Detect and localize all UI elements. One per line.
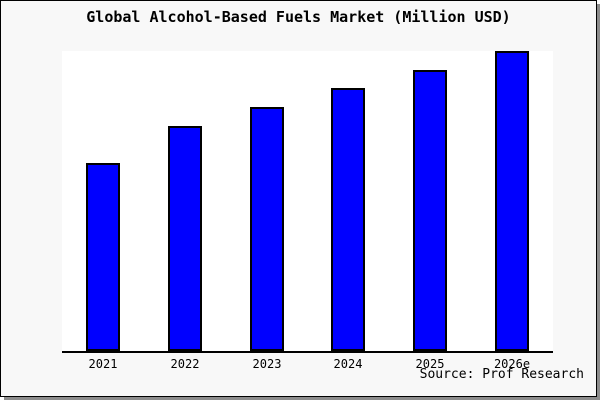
bar-2024 bbox=[331, 88, 365, 351]
x-tick-label-2021: 2021 bbox=[88, 357, 118, 371]
x-tick-label-2022: 2022 bbox=[170, 357, 200, 371]
x-tick-label-2024: 2024 bbox=[333, 357, 363, 371]
bar-2023 bbox=[250, 107, 284, 351]
source-note: Source: Prof Research bbox=[419, 367, 584, 382]
plot-area bbox=[62, 51, 553, 353]
chart-title: Global Alcohol-Based Fuels Market (Milli… bbox=[86, 8, 511, 26]
bar-2021 bbox=[86, 163, 120, 351]
x-tick-label-2025: 2025 bbox=[415, 357, 445, 371]
x-tick-label-2026e: 2026e bbox=[493, 357, 531, 371]
x-tick-label-2023: 2023 bbox=[252, 357, 282, 371]
bar-2026e bbox=[495, 51, 529, 351]
bar-2022 bbox=[168, 126, 202, 351]
x-axis-labels: 2021 2022 2023 2024 2025 2026e bbox=[62, 357, 553, 373]
bar-2025 bbox=[413, 70, 447, 351]
